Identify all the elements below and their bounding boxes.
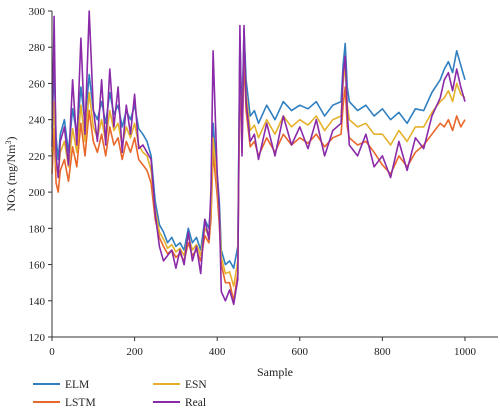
legend-label-elm: ELM — [65, 379, 89, 391]
series-line-real — [51, 10, 466, 306]
y-tick-label: 220 — [29, 151, 46, 163]
x-tick-label: 400 — [209, 346, 226, 358]
legend-label-esn: ESN — [185, 379, 207, 391]
y-axis-title: NOx (mg/Nm3) — [4, 137, 18, 212]
series-line-elm — [51, 28, 466, 270]
y-axis-title-superscript: 3 — [4, 141, 13, 145]
x-tick-label: 600 — [292, 346, 309, 358]
y-tick-label: 180 — [29, 223, 46, 235]
plot-area — [51, 10, 466, 306]
axes — [51, 11, 498, 338]
y-tick-label: 260 — [29, 78, 46, 90]
y-tick-label: 300 — [29, 6, 46, 18]
series-line-esn — [51, 42, 466, 288]
y-tick-label: 140 — [29, 296, 46, 308]
legend-label-real: Real — [185, 397, 206, 409]
y-axis-title-close: ) — [4, 137, 18, 141]
y-tick-label: 280 — [29, 42, 46, 54]
x-tick-label: 200 — [126, 346, 143, 358]
x-axis-title: Sample — [257, 365, 293, 379]
x-tick-label: 1000 — [454, 346, 477, 358]
y-tick-label: 160 — [29, 260, 46, 272]
y-tick-label: 120 — [29, 332, 46, 344]
legend: ELM LSTM ESN Real — [33, 379, 207, 409]
x-ticks: 0 200 400 600 800 1000 — [49, 337, 476, 358]
x-tick-label: 800 — [374, 346, 391, 358]
series-line-lstm — [51, 55, 466, 302]
x-tick-label: 0 — [49, 346, 55, 358]
y-axis-title-main: NOx (mg/Nm — [4, 144, 18, 212]
y-ticks: 120 140 160 180 200 220 240 260 280 300 — [29, 6, 52, 344]
y-tick-label: 240 — [29, 115, 46, 127]
legend-label-lstm: LSTM — [65, 397, 96, 409]
y-tick-label: 200 — [29, 187, 46, 199]
